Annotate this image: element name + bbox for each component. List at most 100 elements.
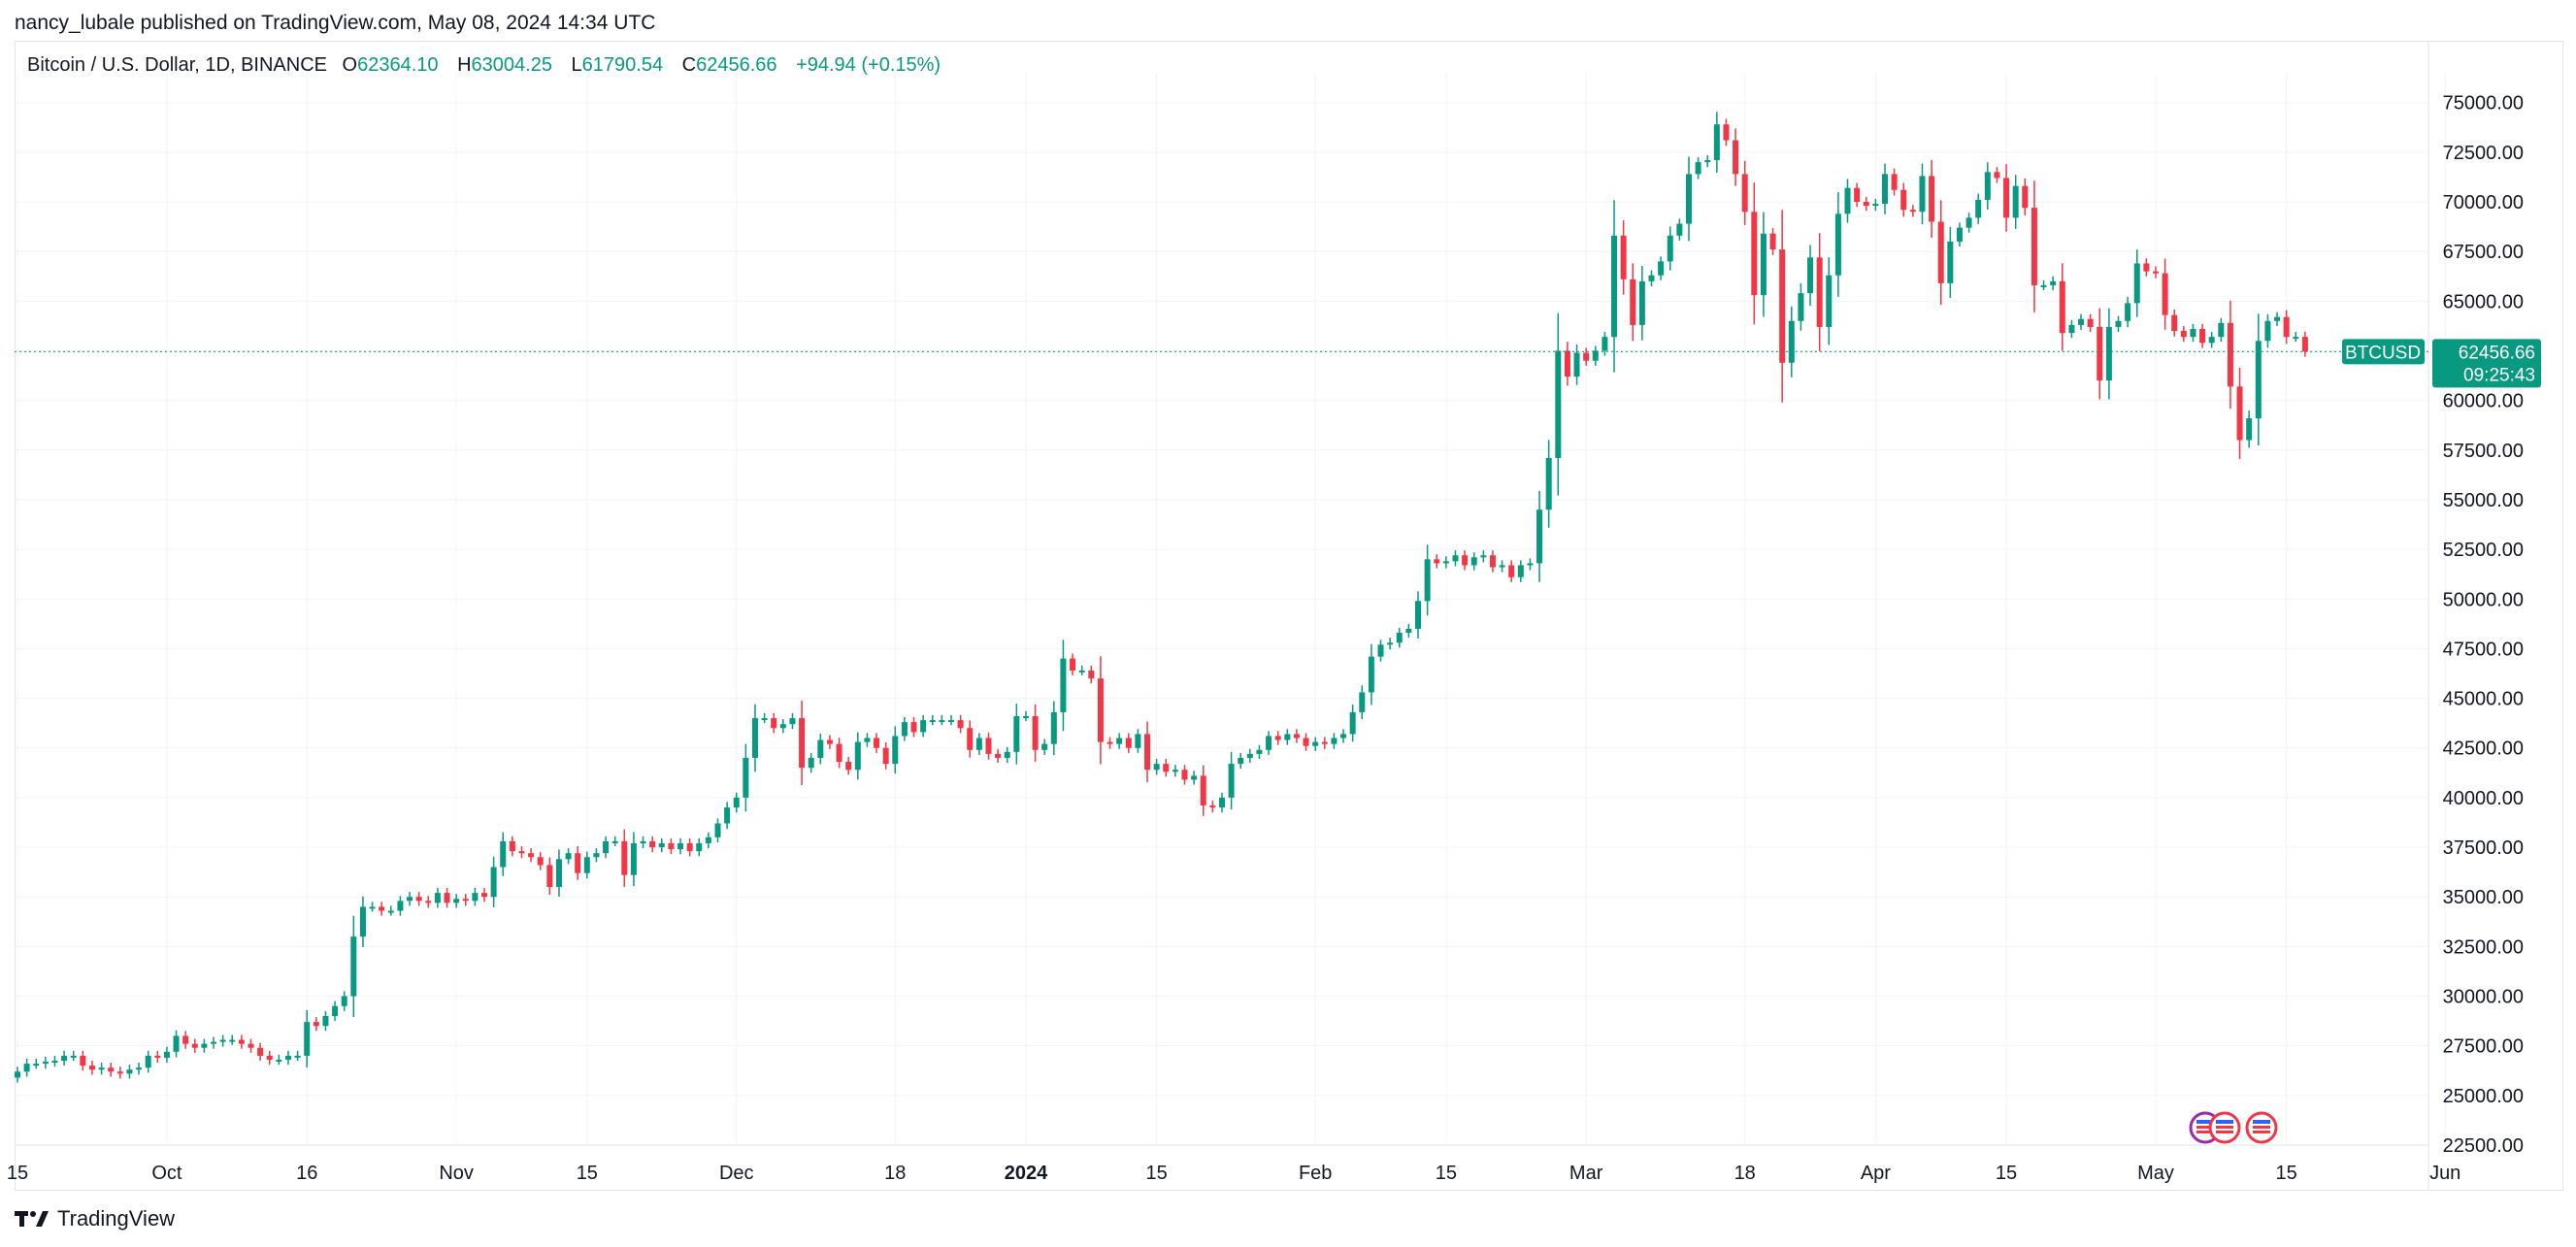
candle-body [630,842,637,875]
candle-body [1312,741,1319,746]
date-tick-label: 18 [1734,1163,1756,1184]
price-tick-label: 67500.00 [2443,242,2524,263]
candle-body [575,853,581,873]
candle-body [1984,172,1991,200]
change-value: +94.94 (+0.15%) [796,54,941,76]
price-tick-label: 75000.00 [2443,93,2524,115]
candle-body [415,897,422,902]
price-tick-label: 25000.00 [2443,1086,2524,1107]
close-value: 62456.66 [696,54,777,76]
candle-body [546,865,553,887]
candle-body [1909,210,1916,213]
candle-body [191,1043,198,1048]
price-tick-label: 60000.00 [2443,391,2524,412]
candle-body [957,720,964,729]
candle-body [1602,337,1608,351]
candle-body [1470,557,1477,566]
candle-body [668,842,675,850]
price-tick-label: 52500.00 [2443,540,2524,561]
low-label: L [571,54,582,76]
candle-body [1695,162,1701,175]
candle-body [1826,275,1833,327]
flag-stripe-icon [2216,1131,2233,1133]
candle-body [1321,741,1328,744]
date-tick-label: Apr [1861,1163,1891,1184]
candle-body [1751,212,1758,296]
candle-body [901,722,908,737]
candle-body [1891,174,1898,190]
symbol-title[interactable]: Bitcoin / U.S. Dollar, 1D, BINANCE [27,54,327,76]
candle-body [751,718,758,758]
price-tick-label: 35000.00 [2443,887,2524,908]
candle-body [1041,743,1048,750]
candle-body [1760,233,1767,296]
candle-body [2133,263,2140,304]
candle-body [1218,797,1225,808]
candle-body [116,1071,123,1074]
candle-body [154,1055,161,1058]
candle-body [1070,658,1076,671]
candle-body [1415,601,1421,629]
candle-body [350,936,357,997]
candle-body [1937,221,1944,283]
candle-body [845,762,852,771]
candle-body [108,1067,115,1072]
candle-body [603,840,610,854]
candle-body [1135,734,1141,748]
open-label: O [342,54,358,76]
candle-body [1564,350,1570,377]
candle-body [1527,563,1534,566]
price-tick-label: 30000.00 [2443,987,2524,1008]
candle-body [948,720,954,723]
candle-body [1648,275,1655,281]
last-price-label: 62456.66 [2459,343,2535,363]
candle-body [322,1015,329,1027]
candle-body [1741,174,1748,213]
candle-body [407,897,413,902]
candle-body [42,1062,49,1065]
event-icons [2189,1111,2278,1144]
candle-body [136,1067,143,1070]
candle-body [257,1047,264,1056]
candle-body [920,720,927,733]
candle-body [2208,337,2215,344]
candle-body [537,857,544,866]
candle-body [2227,322,2233,387]
candle-body [1788,320,1795,363]
brand-label: TradingView [57,1206,176,1231]
candle-body [1713,124,1720,161]
flag-stripe-icon [2196,1131,2214,1133]
candle-body [686,842,693,852]
candle-body [1256,749,1263,754]
price-tick-label: 40000.00 [2443,788,2524,809]
flag-stripe-icon [2253,1120,2270,1124]
price-tick-label: 70000.00 [2443,192,2524,213]
candle-body [33,1064,40,1067]
open-value: 62364.10 [357,54,439,76]
candle-body [1172,770,1178,772]
candle-body [1779,249,1786,363]
low-value: 61790.54 [581,54,664,76]
chart-legend: Bitcoin / U.S. Dollar, 1D, BINANCE O6236… [27,54,954,77]
candle-body [874,738,880,748]
candle-body [1882,174,1888,205]
candle-body [2274,316,2281,321]
price-axis: 75000.00 72500.00 70000.00 67500.00 65000.00… [2427,41,2524,1191]
ticker-tag-label: BTCUSD [2345,343,2421,363]
candle-body [995,753,1002,758]
candle-body [1536,509,1543,564]
candle-body [826,739,833,744]
candle-body [500,840,507,868]
candle-body [565,853,572,860]
tradingview-brand[interactable]: TradingView [15,1206,175,1231]
candle-body [555,859,562,887]
candles [15,112,2308,1083]
flag-stripe-icon [2216,1126,2233,1129]
candle-body [2293,337,2299,340]
candle-body [332,1005,339,1016]
tradingview-logo-icon [15,1211,49,1227]
date-tick-label: 15 [1146,1163,1168,1184]
candle-body [444,893,450,903]
